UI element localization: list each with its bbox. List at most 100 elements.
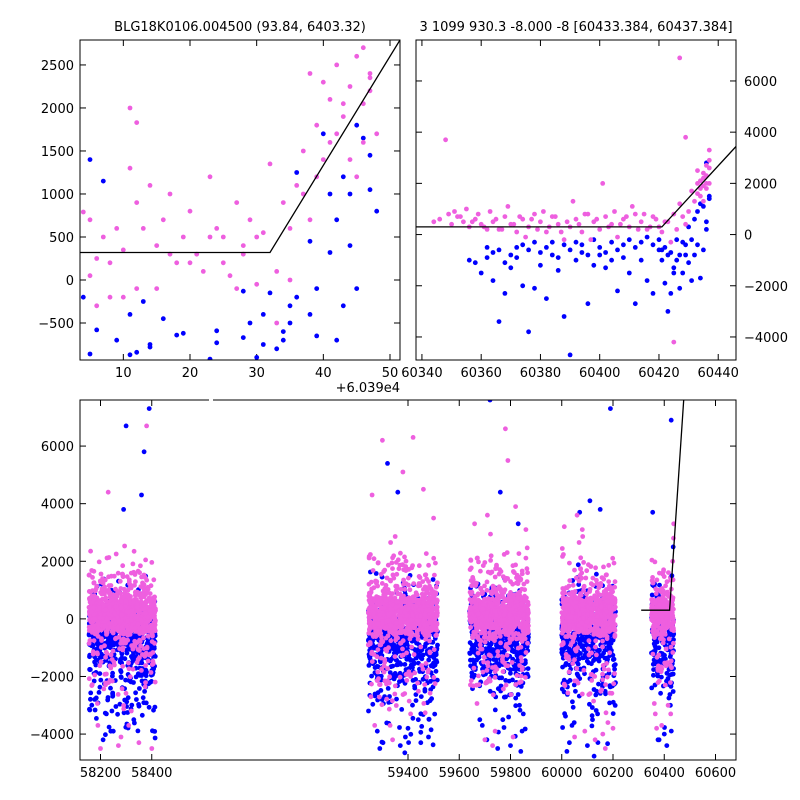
data-point: [418, 655, 424, 661]
data-point: [287, 320, 293, 326]
data-point: [354, 174, 360, 180]
data-point: [414, 628, 420, 634]
data-point: [408, 711, 413, 717]
data-point: [683, 242, 688, 248]
data-point: [137, 655, 142, 661]
data-point: [135, 647, 141, 652]
data-point: [502, 624, 508, 630]
data-point: [478, 646, 483, 652]
data-point: [119, 612, 125, 618]
data-point: [475, 211, 481, 217]
data-point: [517, 707, 523, 713]
data-point: [110, 693, 116, 699]
data-point: [379, 581, 385, 586]
data-point: [508, 743, 513, 748]
data-point: [126, 723, 132, 728]
data-point: [434, 632, 439, 638]
data-point: [87, 638, 93, 643]
data-point: [118, 734, 124, 740]
data-point: [96, 690, 102, 695]
data-point: [490, 692, 496, 698]
axes-1: 3 1099 930.3 -8.000 -8 [60433.384, 60437…: [401, 20, 788, 381]
data-point: [402, 662, 408, 667]
data-point: [94, 303, 100, 309]
data-point: [138, 563, 143, 569]
data-point: [260, 312, 266, 317]
data-point: [508, 265, 514, 271]
data-point: [385, 666, 390, 671]
y-tick-label: 2000: [744, 177, 777, 192]
data-point: [469, 642, 475, 648]
data-point: [422, 622, 428, 628]
data-point: [121, 640, 127, 646]
data-point: [143, 557, 149, 563]
data-point: [280, 337, 286, 343]
data-point: [379, 605, 385, 611]
data-point: [555, 221, 561, 227]
data-point: [378, 688, 384, 693]
data-point: [97, 598, 102, 604]
data-point: [373, 634, 379, 639]
data-point: [140, 695, 146, 701]
x-tick-label: 50: [382, 366, 399, 381]
data-point: [519, 658, 525, 664]
data-point: [377, 682, 383, 687]
data-point: [538, 262, 543, 268]
data-point: [247, 217, 253, 223]
data-point: [138, 643, 144, 649]
data-point: [126, 609, 132, 615]
data-point: [426, 607, 432, 613]
axes-frame: [79, 39, 401, 361]
data-point: [490, 624, 496, 630]
data-point: [383, 583, 389, 588]
axes-2: 58200 58400 59400 59600 59800 60000 60200 60400…: [30, 398, 737, 781]
data-point: [433, 584, 439, 590]
data-point: [492, 728, 498, 734]
data-point: [369, 492, 375, 498]
data-point: [420, 666, 426, 672]
data-point: [468, 678, 474, 683]
data-point: [413, 698, 419, 703]
data-point: [385, 618, 391, 624]
data-point: [104, 671, 109, 677]
data-point: [695, 209, 700, 214]
x-tick-label: 60200: [592, 766, 633, 781]
data-point: [307, 217, 313, 223]
data-point: [402, 586, 408, 592]
data-point: [501, 725, 507, 730]
data-point: [113, 551, 119, 557]
data-point: [139, 668, 144, 673]
data-point: [522, 597, 528, 602]
data-point: [92, 707, 98, 713]
data-point: [621, 216, 626, 222]
data-point: [115, 625, 120, 631]
data-point: [340, 101, 346, 107]
data-point: [644, 278, 650, 283]
data-point: [384, 575, 390, 581]
data-point: [109, 708, 115, 714]
data-point: [121, 507, 126, 512]
data-point: [659, 229, 665, 235]
data-point: [632, 301, 638, 307]
data-point: [406, 606, 411, 612]
data-point: [677, 252, 683, 258]
data-point: [370, 568, 376, 573]
data-point: [383, 635, 389, 641]
data-point: [148, 603, 154, 608]
data-point: [411, 660, 417, 666]
data-point: [130, 561, 136, 567]
data-point: [475, 611, 481, 617]
data-point: [187, 260, 193, 266]
data-point: [180, 234, 186, 240]
data-point: [388, 638, 394, 644]
data-point: [94, 256, 100, 261]
data-point: [129, 636, 134, 641]
data-point: [240, 335, 246, 340]
data-point: [668, 291, 674, 296]
data-point: [415, 618, 421, 624]
y-tick-label: 0: [744, 229, 752, 244]
data-point: [377, 612, 383, 618]
data-point: [374, 131, 380, 137]
x-tick-label: 60360: [461, 366, 502, 381]
data-point: [405, 725, 411, 731]
